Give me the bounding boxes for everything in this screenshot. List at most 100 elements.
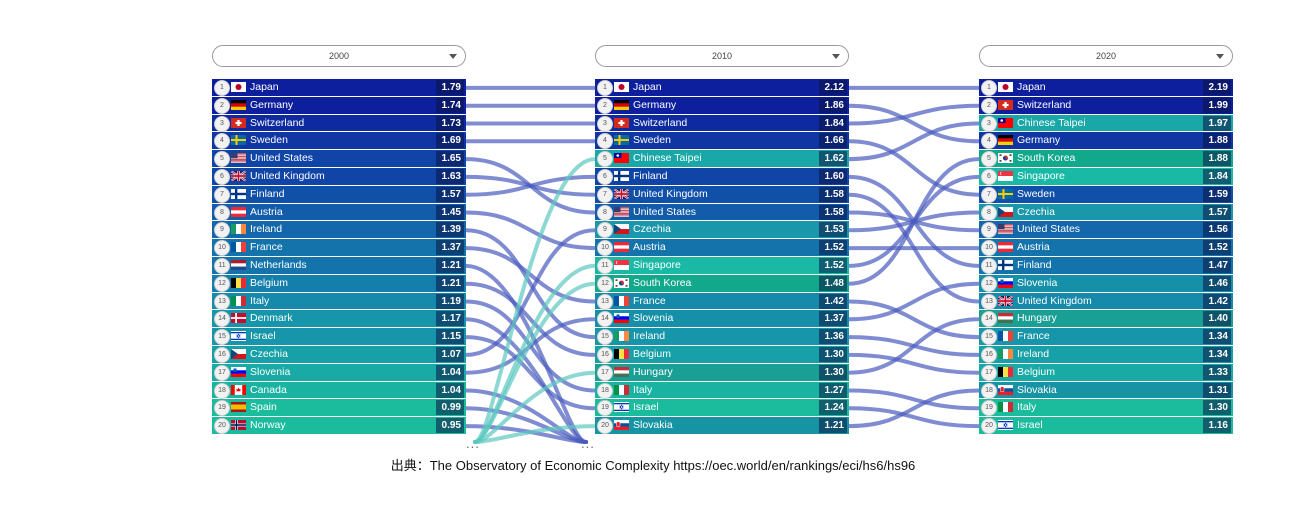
flag-de-icon <box>614 99 629 110</box>
ranking-row[interactable]: 12 Slovenia 1.46 <box>979 274 1233 293</box>
ranking-row[interactable]: 13 Italy 1.19 <box>212 292 466 311</box>
ranking-row[interactable]: 2 Germany 1.74 <box>212 96 466 115</box>
year-dropdown-2020[interactable]: 2020 <box>979 45 1233 67</box>
country-name: Hungary <box>1017 312 1057 325</box>
rank-link-fr <box>847 299 981 340</box>
flag-nl-icon <box>231 259 246 270</box>
ranking-row[interactable]: 11 Netherlands 1.21 <box>212 256 466 275</box>
country-name: Japan <box>633 81 662 93</box>
country-name: United States <box>633 205 697 218</box>
country-name: Italy <box>1017 401 1037 414</box>
ranking-row[interactable]: 4 Germany 1.88 <box>979 132 1233 151</box>
ranking-row[interactable]: 11 Singapore 1.52 <box>595 256 849 275</box>
eci-value: 1.04 <box>436 382 464 398</box>
rank-link-fi <box>464 174 597 197</box>
ranking-row[interactable]: 2 Switzerland 1.99 <box>979 96 1233 115</box>
flag-sg-icon <box>998 170 1013 181</box>
ranking-row[interactable]: 6 United Kingdom 1.63 <box>212 167 466 186</box>
eci-value: 1.57 <box>1203 204 1231 220</box>
country-name: Ireland <box>633 330 666 343</box>
ranking-row[interactable]: 3 Switzerland 1.84 <box>595 114 849 133</box>
country-name: Slovenia <box>633 312 674 325</box>
ranking-row[interactable]: 16 Belgium 1.30 <box>595 345 849 364</box>
country-name: Singapore <box>1017 169 1065 182</box>
flag-gb-icon <box>998 295 1013 306</box>
ranking-row[interactable]: 10 Austria 1.52 <box>979 239 1233 257</box>
ranking-row[interactable]: 12 Belgium 1.21 <box>212 274 466 293</box>
ranking-row[interactable]: 5 South Korea 1.88 <box>979 150 1233 168</box>
ranking-row[interactable]: 7 Finland 1.57 <box>212 185 466 204</box>
ranking-row[interactable]: 14 Slovenia 1.37 <box>595 310 849 329</box>
ranking-row[interactable]: 8 Czechia 1.57 <box>979 203 1233 222</box>
source-caption: 出典：The Observatory of Economic Complexit… <box>390 458 916 473</box>
ranking-row[interactable]: 5 Chinese Taipei 1.62 <box>595 150 849 168</box>
ranking-row[interactable]: 15 France 1.34 <box>979 328 1233 346</box>
year-dropdown-2010[interactable]: 2010 <box>595 45 849 67</box>
ranking-row[interactable]: 9 Czechia 1.53 <box>595 221 849 240</box>
ranking-row[interactable]: 18 Italy 1.27 <box>595 381 849 400</box>
ranking-row[interactable]: 4 Sweden 1.69 <box>212 132 466 151</box>
ranking-row[interactable]: 10 Austria 1.52 <box>595 239 849 257</box>
ranking-row[interactable]: 15 Israel 1.15 <box>212 328 466 346</box>
rank-badge: 4 <box>982 134 996 149</box>
country-name: United Kingdom <box>250 169 325 182</box>
ranking-row[interactable]: 15 Ireland 1.36 <box>595 328 849 346</box>
country-name: Spain <box>250 401 277 414</box>
ranking-row[interactable]: 5 United States 1.65 <box>212 150 466 168</box>
rank-link-ie <box>464 228 597 340</box>
ranking-row[interactable]: 6 Singapore 1.84 <box>979 167 1233 186</box>
eci-value: 1.15 <box>436 329 464 345</box>
ranking-row[interactable]: 14 Denmark 1.17 <box>212 310 466 329</box>
ranking-row[interactable]: 1 Japan 1.79 <box>212 79 466 97</box>
ranking-row[interactable]: 6 Finland 1.60 <box>595 167 849 186</box>
eci-value: 1.16 <box>1203 418 1231 434</box>
ranking-row[interactable]: 16 Ireland 1.34 <box>979 345 1233 364</box>
ranking-row[interactable]: 12 South Korea 1.48 <box>595 274 849 293</box>
rank-link-se <box>847 139 981 197</box>
country-name: Netherlands <box>250 258 307 271</box>
ranking-row[interactable]: 19 Italy 1.30 <box>979 399 1233 418</box>
ranking-row[interactable]: 19 Spain 0.99 <box>212 399 466 418</box>
ranking-row[interactable]: 7 United Kingdom 1.58 <box>595 185 849 204</box>
ranking-row[interactable]: 17 Hungary 1.30 <box>595 363 849 382</box>
ranking-row[interactable]: 3 Switzerland 1.73 <box>212 114 466 133</box>
ranking-row[interactable]: 20 Norway 0.95 <box>212 417 466 435</box>
ranking-row[interactable]: 19 Israel 1.24 <box>595 399 849 418</box>
ranking-row[interactable]: 9 United States 1.56 <box>979 221 1233 240</box>
flag-jp-icon <box>998 82 1013 92</box>
ranking-row[interactable]: 18 Canada 1.04 <box>212 381 466 400</box>
ranking-row[interactable]: 8 Austria 1.45 <box>212 203 466 222</box>
rank-badge: 7 <box>215 187 229 202</box>
ranking-row[interactable]: 18 Slovakia 1.31 <box>979 381 1233 400</box>
rank-link-exit-dk <box>464 317 588 444</box>
ranking-row[interactable]: 17 Slovenia 1.04 <box>212 363 466 382</box>
ranking-row[interactable]: 10 France 1.37 <box>212 239 466 257</box>
rank-link-enter-sk <box>473 424 597 444</box>
country-name: United Kingdom <box>1017 294 1092 307</box>
flag-cz-icon <box>231 348 246 359</box>
flag-us-icon <box>998 224 1013 235</box>
rank-badge: 11 <box>598 258 612 273</box>
ranking-row[interactable]: 8 United States 1.58 <box>595 203 849 222</box>
ranking-row[interactable]: 2 Germany 1.86 <box>595 96 849 115</box>
ranking-row[interactable]: 14 Hungary 1.40 <box>979 310 1233 329</box>
eci-value: 1.79 <box>436 80 464 95</box>
ranking-row[interactable]: 11 Finland 1.47 <box>979 256 1233 275</box>
ranking-row[interactable]: 17 Belgium 1.33 <box>979 363 1233 382</box>
ranking-row[interactable]: 1 Japan 2.19 <box>979 79 1233 97</box>
ranking-row[interactable]: 13 France 1.42 <box>595 292 849 311</box>
rank-badge: 2 <box>598 98 612 113</box>
ranking-row[interactable]: 9 Ireland 1.39 <box>212 221 466 240</box>
ranking-row[interactable]: 7 Sweden 1.59 <box>979 185 1233 204</box>
ranking-row[interactable]: 20 Israel 1.16 <box>979 417 1233 435</box>
ranking-row[interactable]: 20 Slovakia 1.21 <box>595 417 849 435</box>
country-name: Austria <box>250 205 283 218</box>
year-dropdown-2000[interactable]: 2000 <box>212 45 466 67</box>
ranking-row[interactable]: 3 Chinese Taipei 1.97 <box>979 114 1233 133</box>
rank-link-il <box>464 335 597 411</box>
year-dropdown-label: 2010 <box>711 51 733 61</box>
ranking-row[interactable]: 4 Sweden 1.66 <box>595 132 849 151</box>
ranking-row[interactable]: 13 United Kingdom 1.42 <box>979 292 1233 311</box>
ranking-row[interactable]: 16 Czechia 1.07 <box>212 345 466 364</box>
ranking-row[interactable]: 1 Japan 2.12 <box>595 79 849 97</box>
